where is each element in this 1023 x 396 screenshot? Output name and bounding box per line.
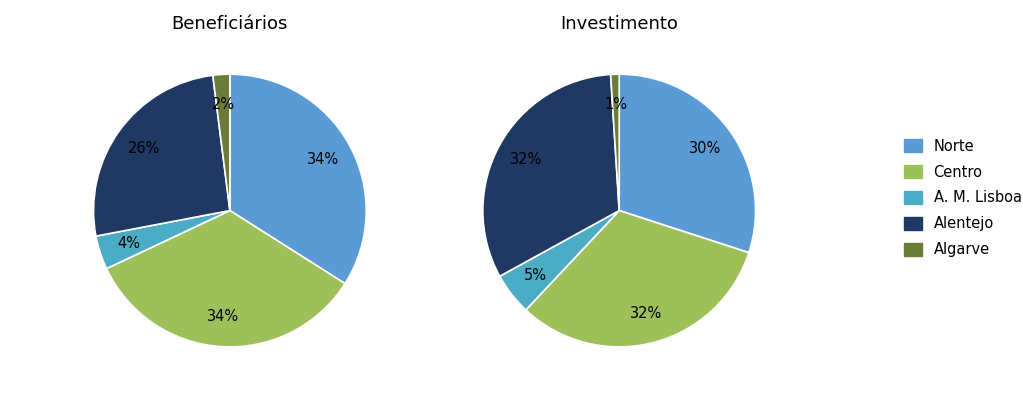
- Wedge shape: [93, 75, 230, 236]
- Wedge shape: [499, 211, 619, 310]
- Wedge shape: [483, 74, 619, 276]
- Text: 34%: 34%: [307, 152, 340, 167]
- Wedge shape: [526, 211, 749, 347]
- Text: 2%: 2%: [212, 97, 234, 112]
- Text: 5%: 5%: [524, 268, 546, 283]
- Title: Beneficiários: Beneficiários: [172, 15, 288, 33]
- Legend: Norte, Centro, A. M. Lisboa, Alentejo, Algarve: Norte, Centro, A. M. Lisboa, Alentejo, A…: [900, 134, 1023, 262]
- Text: 30%: 30%: [690, 141, 721, 156]
- Wedge shape: [619, 74, 756, 253]
- Text: 32%: 32%: [629, 306, 662, 321]
- Title: Investimento: Investimento: [561, 15, 678, 33]
- Wedge shape: [230, 74, 366, 284]
- Wedge shape: [96, 211, 230, 268]
- Wedge shape: [106, 211, 345, 347]
- Text: 32%: 32%: [509, 152, 542, 167]
- Text: 26%: 26%: [128, 141, 160, 156]
- Text: 1%: 1%: [605, 97, 627, 112]
- Text: 4%: 4%: [118, 236, 140, 251]
- Text: 34%: 34%: [207, 309, 239, 324]
- Wedge shape: [611, 74, 619, 211]
- Wedge shape: [213, 74, 230, 211]
